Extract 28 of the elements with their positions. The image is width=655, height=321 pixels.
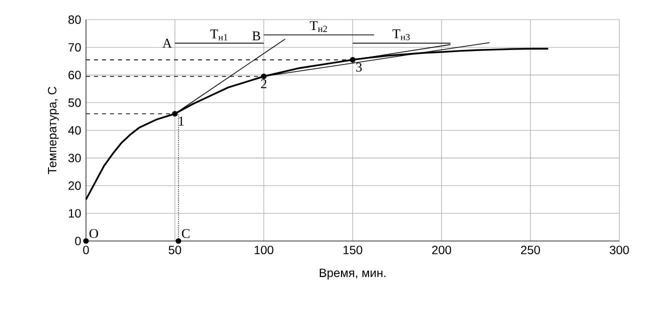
x-tick-label: 50 [168,246,182,254]
x-tick-label: 100 [254,246,274,254]
y-tick-label: 40 [68,126,81,135]
y-tick-label: 80 [68,15,81,24]
annotation: 3 [356,62,362,72]
y-tick-label: 20 [68,181,81,190]
x-tick-label: 200 [432,246,452,254]
annotation: C [182,229,190,238]
annotation: 1 [178,116,184,126]
y-tick-label: 50 [68,98,81,107]
annotation: T$_{н3}$ [392,29,410,40]
annotation: O [89,229,98,238]
annotation: 2 [261,79,266,88]
annotation: A [162,38,172,48]
y-tick-label: 0 [75,236,81,246]
y-tick-label: 70 [68,43,81,52]
annotation: T$_{н2}$ [310,21,327,32]
x-axis-title: Время, мин. [320,268,386,280]
y-tick-label: 60 [68,70,81,80]
y-tick-label: 30 [68,154,81,162]
y-axis-title: Температура, С [48,86,59,174]
x-tick-label: 0 [83,246,89,254]
x-tick-label: 250 [521,246,540,254]
y-tick-label: 10 [68,209,81,218]
annotation: B [252,31,260,40]
x-tick-label: 300 [610,246,629,254]
annotation: T$_{н1}$ [210,30,228,40]
x-tick-label: 150 [344,246,362,254]
